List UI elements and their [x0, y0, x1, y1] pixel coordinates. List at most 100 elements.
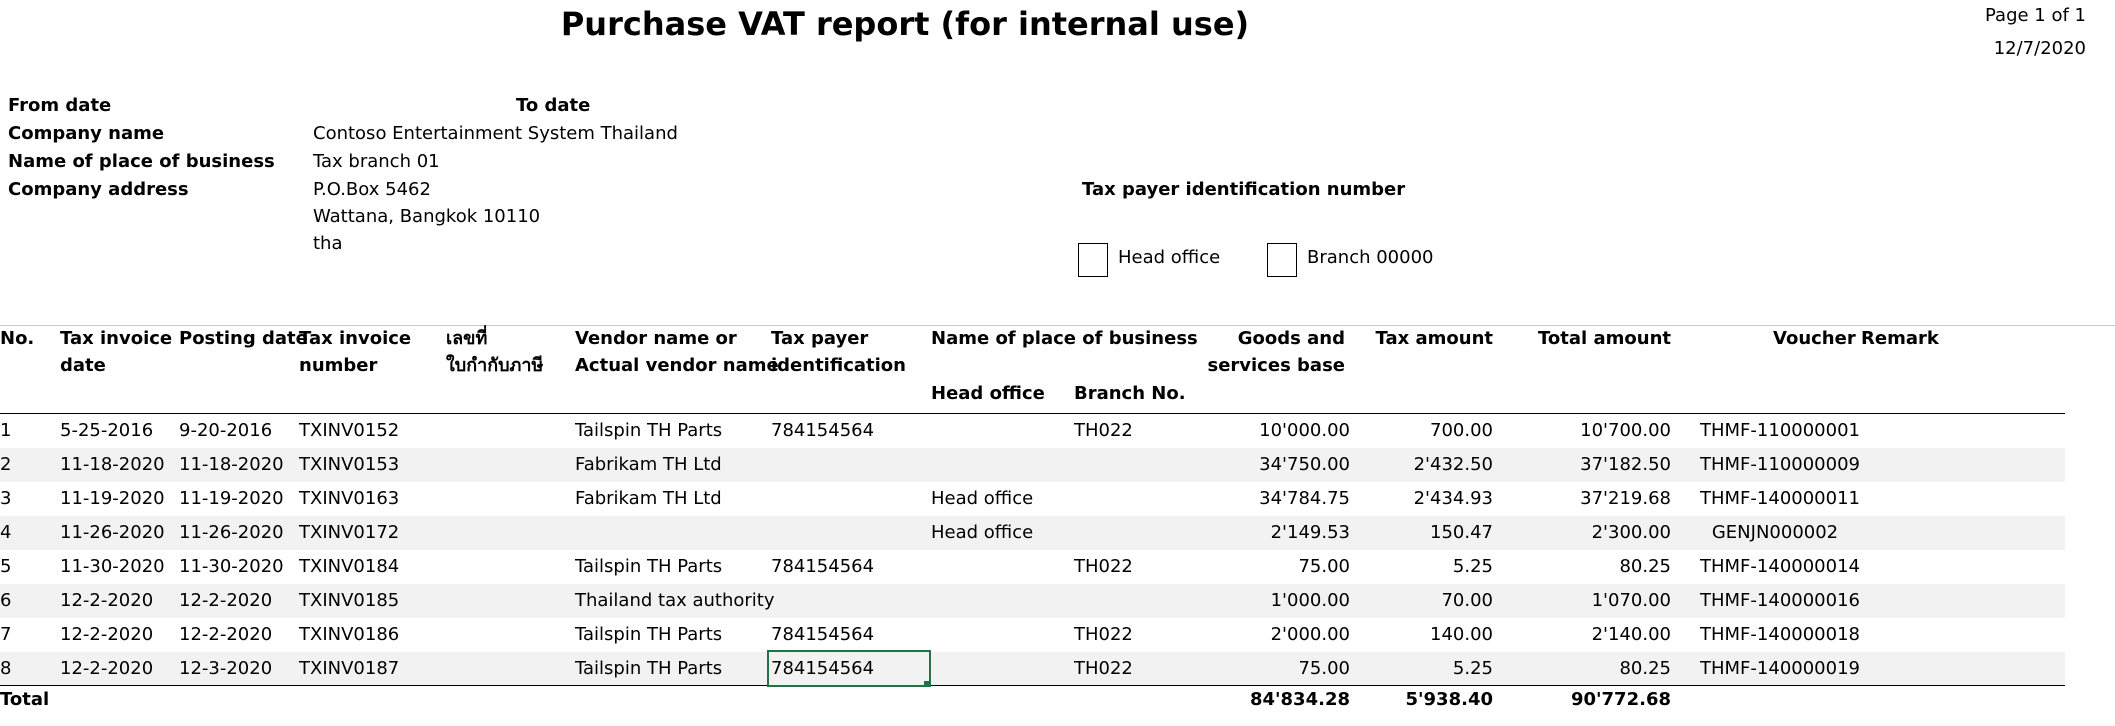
cell-tax-amount[interactable]: 140.00: [1430, 624, 1493, 645]
cell-head-office[interactable]: Head office: [931, 488, 1034, 509]
cell-branch-no[interactable]: TH022: [1074, 658, 1133, 679]
cell-vendor-name[interactable]: Fabrikam TH Ltd: [575, 454, 722, 475]
cell-goods-base[interactable]: 2'000.00: [1270, 624, 1350, 645]
cell-total-amount[interactable]: 1'070.00: [1591, 590, 1671, 611]
cell-goods-base[interactable]: 1'000.00: [1270, 590, 1350, 611]
cell-tax-invoice-date[interactable]: 12-2-2020: [60, 624, 154, 645]
cell-tax-amount[interactable]: 5.25: [1452, 556, 1493, 577]
cell-vendor-name[interactable]: Tailspin TH Parts: [575, 624, 723, 645]
address-line-1: P.O.Box 5462: [313, 179, 431, 200]
cell-posting-date[interactable]: 9-20-2016: [179, 420, 273, 441]
cell-posting-date[interactable]: 11-19-2020: [179, 488, 284, 509]
col-header-tax-amount: Tax amount: [1375, 328, 1493, 349]
cell-vendor-name[interactable]: Tailspin TH Parts: [575, 420, 723, 441]
cell-total-amount[interactable]: 2'300.00: [1591, 522, 1671, 543]
cell-no[interactable]: 1: [0, 420, 12, 441]
cell-total-amount[interactable]: 80.25: [1619, 556, 1671, 577]
col-header-tax-payer-id: Tax payer identification: [771, 328, 906, 376]
cell-tax-invoice-number[interactable]: TXINV0163: [299, 488, 400, 509]
cell-branch-no[interactable]: TH022: [1074, 556, 1133, 577]
col-header-head-office: Head office: [931, 383, 1045, 404]
total-total-amount: 90'772.68: [1570, 689, 1671, 710]
cell-no[interactable]: 7: [0, 624, 12, 645]
cell-vendor-name[interactable]: Fabrikam TH Ltd: [575, 488, 722, 509]
cell-tax-payer-id[interactable]: 784154564: [771, 658, 875, 679]
total-goods-base: 84'834.28: [1249, 689, 1350, 710]
cell-tax-amount[interactable]: 70.00: [1441, 590, 1493, 611]
col-header-total-amount: Total amount: [1538, 328, 1671, 349]
cell-voucher[interactable]: THMF-110000009: [1700, 454, 1860, 475]
cell-posting-date[interactable]: 11-18-2020: [179, 454, 284, 475]
cell-tax-payer-id[interactable]: 784154564: [771, 624, 875, 645]
selected-cell-outline[interactable]: [767, 650, 931, 687]
cell-tax-invoice-date[interactable]: 11-30-2020: [60, 556, 165, 577]
fill-handle[interactable]: [924, 681, 930, 687]
place-of-business-label: Name of place of business: [8, 151, 275, 172]
cell-tax-invoice-number[interactable]: TXINV0184: [299, 556, 400, 577]
head-office-checkbox[interactable]: [1078, 243, 1108, 277]
cell-total-amount[interactable]: 37'219.68: [1580, 488, 1671, 509]
cell-tax-invoice-number[interactable]: TXINV0187: [299, 658, 400, 679]
cell-posting-date[interactable]: 12-2-2020: [179, 590, 273, 611]
branch-checkbox[interactable]: [1267, 243, 1297, 277]
cell-goods-base[interactable]: 34'784.75: [1259, 488, 1350, 509]
cell-head-office[interactable]: Head office: [931, 522, 1034, 543]
cell-total-amount[interactable]: 37'182.50: [1580, 454, 1671, 475]
cell-tax-amount[interactable]: 700.00: [1430, 420, 1493, 441]
cell-tax-invoice-date[interactable]: 11-18-2020: [60, 454, 165, 475]
table-row: [0, 516, 2065, 550]
cell-vendor-name[interactable]: Tailspin TH Parts: [575, 658, 723, 679]
cell-voucher[interactable]: THMF-140000016: [1700, 590, 1860, 611]
cell-total-amount[interactable]: 80.25: [1619, 658, 1671, 679]
cell-tax-amount[interactable]: 2'434.93: [1413, 488, 1493, 509]
cell-no[interactable]: 8: [0, 658, 12, 679]
cell-tax-invoice-date[interactable]: 12-2-2020: [60, 590, 154, 611]
cell-tax-amount[interactable]: 2'432.50: [1413, 454, 1493, 475]
cell-no[interactable]: 3: [0, 488, 12, 509]
cell-posting-date[interactable]: 12-3-2020: [179, 658, 273, 679]
cell-posting-date[interactable]: 11-30-2020: [179, 556, 284, 577]
cell-goods-base[interactable]: 10'000.00: [1259, 420, 1350, 441]
cell-goods-base[interactable]: 34'750.00: [1259, 454, 1350, 475]
cell-tax-amount[interactable]: 5.25: [1452, 658, 1493, 679]
company-name-value: Contoso Entertainment System Thailand: [313, 123, 678, 144]
cell-tax-invoice-date[interactable]: 5-25-2016: [60, 420, 154, 441]
cell-branch-no[interactable]: TH022: [1074, 420, 1133, 441]
cell-tax-payer-id[interactable]: 784154564: [771, 556, 875, 577]
cell-tax-amount[interactable]: 150.47: [1430, 522, 1493, 543]
cell-tax-invoice-number[interactable]: TXINV0152: [299, 420, 400, 441]
col-header-posting-date: Posting date: [179, 328, 308, 349]
cell-tax-invoice-number[interactable]: TXINV0186: [299, 624, 400, 645]
col-header-voucher: Voucher: [1773, 328, 1856, 349]
cell-goods-base[interactable]: 2'149.53: [1270, 522, 1350, 543]
cell-total-amount[interactable]: 10'700.00: [1580, 420, 1671, 441]
cell-voucher[interactable]: THMF-140000011: [1700, 488, 1860, 509]
cell-tax-invoice-date[interactable]: 11-26-2020: [60, 522, 165, 543]
cell-tax-payer-id[interactable]: 784154564: [771, 420, 875, 441]
cell-voucher[interactable]: THMF-110000001: [1700, 420, 1860, 441]
cell-no[interactable]: 4: [0, 522, 12, 543]
cell-posting-date[interactable]: 12-2-2020: [179, 624, 273, 645]
cell-goods-base[interactable]: 75.00: [1298, 556, 1350, 577]
cell-voucher[interactable]: THMF-140000018: [1700, 624, 1860, 645]
cell-branch-no[interactable]: TH022: [1074, 624, 1133, 645]
table-row: [0, 584, 2065, 618]
cell-total-amount[interactable]: 2'140.00: [1591, 624, 1671, 645]
cell-no[interactable]: 5: [0, 556, 12, 577]
cell-no[interactable]: 2: [0, 454, 12, 475]
cell-no[interactable]: 6: [0, 590, 12, 611]
cell-tax-invoice-date[interactable]: 12-2-2020: [60, 658, 154, 679]
header-bottom-rule: [0, 413, 2065, 414]
cell-goods-base[interactable]: 75.00: [1298, 658, 1350, 679]
cell-voucher[interactable]: THMF-140000014: [1700, 556, 1860, 577]
cell-tax-invoice-date[interactable]: 11-19-2020: [60, 488, 165, 509]
cell-posting-date[interactable]: 11-26-2020: [179, 522, 284, 543]
totals-rule: [0, 685, 2065, 686]
cell-vendor-name[interactable]: Tailspin TH Parts: [575, 556, 723, 577]
cell-tax-invoice-number[interactable]: TXINV0172: [299, 522, 400, 543]
cell-vendor-name[interactable]: Thailand tax authority: [575, 590, 775, 611]
cell-voucher[interactable]: GENJN000002: [1711, 522, 1839, 543]
cell-tax-invoice-number[interactable]: TXINV0153: [299, 454, 400, 475]
cell-tax-invoice-number[interactable]: TXINV0185: [299, 590, 400, 611]
cell-voucher[interactable]: THMF-140000019: [1700, 658, 1860, 679]
